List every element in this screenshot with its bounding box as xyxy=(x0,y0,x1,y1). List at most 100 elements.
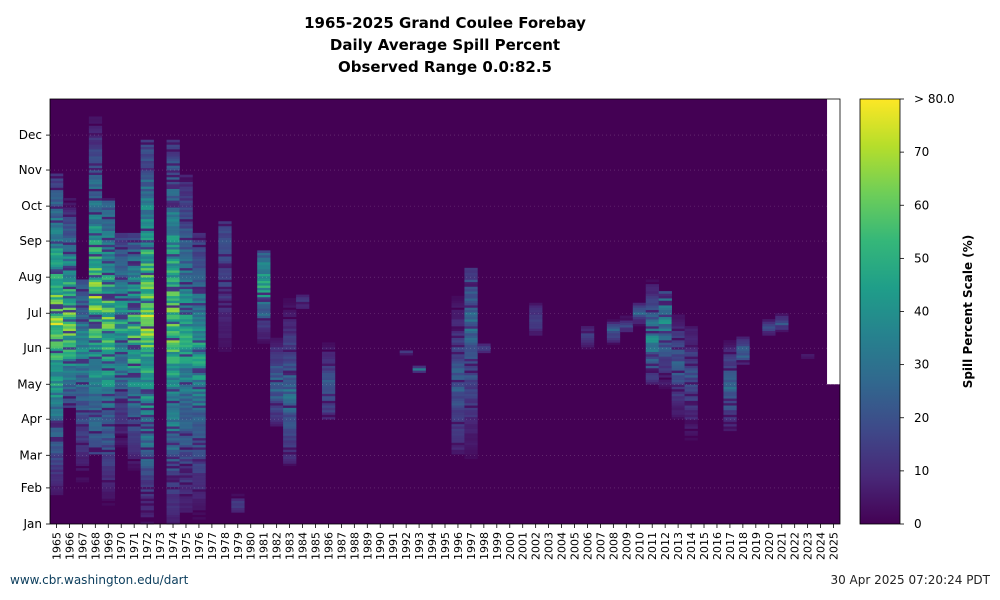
heatmap-cell xyxy=(192,400,206,404)
heatmap-cell xyxy=(166,451,180,455)
heatmap-cell xyxy=(218,239,232,243)
heatmap-cell xyxy=(166,246,180,250)
heatmap-cell xyxy=(645,284,659,287)
heatmap-cell xyxy=(88,139,103,143)
heatmap-cell xyxy=(321,384,336,387)
heatmap-cell xyxy=(140,270,154,273)
heatmap-cell xyxy=(166,253,180,257)
heatmap-cell xyxy=(166,335,180,338)
heatmap-cell xyxy=(140,302,154,306)
heatmap-cell xyxy=(50,278,64,281)
heatmap-cell xyxy=(50,241,64,244)
heatmap-cell xyxy=(606,335,621,338)
heatmap-cell xyxy=(114,302,128,306)
heatmap-cell xyxy=(62,326,77,329)
heatmap-cell xyxy=(166,160,180,164)
heatmap-cell xyxy=(270,412,284,415)
heatmap-cell xyxy=(140,160,154,164)
heatmap-cell xyxy=(179,188,193,192)
heatmap-cell xyxy=(50,469,64,472)
heatmap-cell xyxy=(62,221,77,224)
heatmap-cell xyxy=(127,354,141,357)
heatmap-cell xyxy=(684,335,698,338)
heatmap-cell xyxy=(140,249,154,252)
heatmap-cell xyxy=(179,277,193,280)
x-tick-label: 2002 xyxy=(530,532,543,560)
heatmap-cell xyxy=(127,293,141,297)
heatmap-cell xyxy=(283,454,297,457)
heatmap-cell xyxy=(464,386,478,390)
heatmap-cell xyxy=(464,300,478,304)
heatmap-cell xyxy=(101,218,116,222)
heatmap-cell xyxy=(619,329,634,333)
heatmap-cell xyxy=(179,279,193,283)
heatmap-cell xyxy=(529,321,543,325)
heatmap-cell xyxy=(166,284,180,287)
heatmap-cell xyxy=(231,503,245,506)
heatmap-cell xyxy=(62,253,77,257)
heatmap-cell xyxy=(75,442,90,446)
heatmap-cell xyxy=(62,218,77,222)
heatmap-cell xyxy=(101,323,116,327)
heatmap-cell xyxy=(529,307,543,311)
heatmap-cell xyxy=(179,500,193,504)
heatmap-cell xyxy=(114,270,128,273)
heatmap-cell xyxy=(50,457,64,461)
heatmap-cell xyxy=(671,333,685,336)
heatmap-cell xyxy=(270,356,284,359)
heatmap-cell xyxy=(283,461,297,464)
heatmap-cell xyxy=(270,414,284,418)
heatmap-cell xyxy=(192,323,206,327)
heatmap-cell xyxy=(296,306,310,309)
heatmap-cell xyxy=(75,402,90,406)
heatmap-cell xyxy=(179,377,193,380)
heatmap-cell xyxy=(114,295,128,299)
x-tick-label: 2000 xyxy=(504,532,517,560)
footer-link[interactable]: www.cbr.washington.edu/dart xyxy=(10,573,189,587)
heatmap-cell xyxy=(179,195,193,199)
heatmap-cell xyxy=(671,319,685,322)
heatmap-cell xyxy=(88,312,103,315)
heatmap-cell xyxy=(140,260,154,264)
heatmap-cell xyxy=(50,306,64,309)
heatmap-cell xyxy=(283,360,297,364)
heatmap-cell xyxy=(62,340,77,343)
heatmap-cell xyxy=(140,256,154,259)
heatmap-cell xyxy=(218,298,232,301)
heatmap-cell xyxy=(321,407,336,411)
heatmap-cell xyxy=(464,274,478,278)
heatmap-cell xyxy=(179,209,193,213)
heatmap-cell xyxy=(723,395,737,399)
heatmap-cell xyxy=(140,253,154,257)
x-tick-label: 1990 xyxy=(374,532,387,560)
heatmap-cell xyxy=(270,402,284,406)
heatmap-cell xyxy=(723,428,737,432)
heatmap-cell xyxy=(321,344,336,348)
heatmap-cell xyxy=(192,319,206,322)
heatmap-cell xyxy=(283,433,297,436)
heatmap-cell xyxy=(62,244,77,248)
heatmap-cell xyxy=(645,347,659,350)
heatmap-cell xyxy=(477,345,491,349)
heatmap-cell xyxy=(658,363,672,366)
heatmap-cell xyxy=(62,363,77,366)
heatmap-cell xyxy=(464,440,478,443)
heatmap-cell xyxy=(671,405,685,408)
heatmap-cell xyxy=(127,302,141,306)
heatmap-cell xyxy=(62,370,77,373)
heatmap-cell xyxy=(140,393,154,397)
heatmap-cell xyxy=(270,377,284,380)
heatmap-cell xyxy=(464,372,478,376)
heatmap-cell xyxy=(645,342,659,345)
x-tick-label: 2020 xyxy=(763,532,776,560)
heatmap-cell xyxy=(101,477,116,481)
heatmap-cell xyxy=(127,449,141,453)
heatmap-cell xyxy=(723,363,737,366)
heatmap-cell xyxy=(75,279,90,283)
heatmap-cell xyxy=(179,463,193,467)
heatmap-cell xyxy=(101,242,116,245)
heatmap-cell xyxy=(218,337,232,341)
heatmap-cell xyxy=(684,365,698,369)
heatmap-cell xyxy=(50,373,64,377)
heatmap-cell xyxy=(75,316,90,320)
